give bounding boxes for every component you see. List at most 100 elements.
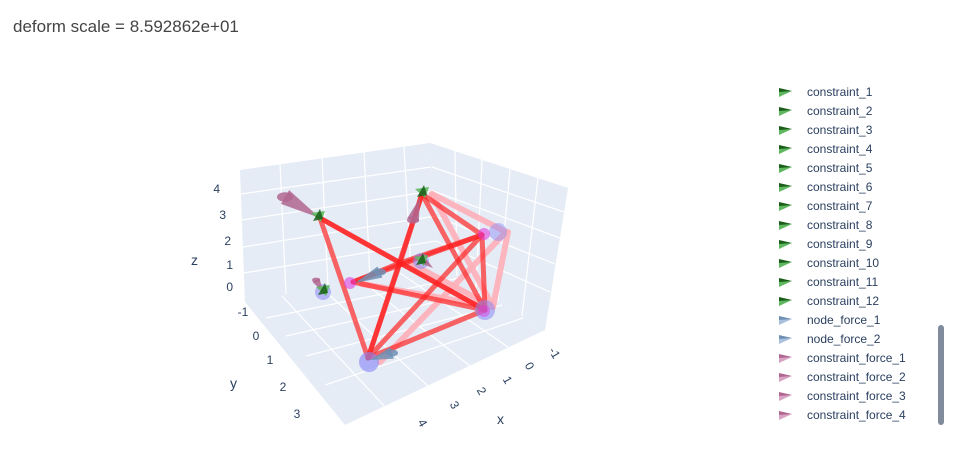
- chart-title: deform scale = 8.592862e+01: [13, 17, 239, 36]
- legend-swatch-icon: [779, 410, 792, 420]
- legend-swatch-icon: [779, 201, 792, 211]
- constraint-force-glyph: [407, 198, 420, 222]
- legend-label: constraint_1: [807, 84, 873, 99]
- legend-item-constraint-7[interactable]: constraint_7: [778, 196, 928, 215]
- legend-item-constraint-1[interactable]: constraint_1: [778, 82, 928, 101]
- z-tick-label: 1: [226, 258, 233, 272]
- z-axis-ticks: 0 1 2 3 4: [213, 182, 233, 294]
- constraint-force-glyph: [277, 192, 293, 202]
- legend-label: constraint_7: [807, 198, 873, 213]
- z-tick-label: 3: [219, 208, 226, 222]
- node-deformed: [344, 277, 356, 289]
- z-tick-label: 4: [213, 182, 220, 196]
- legend-item-constraint-force-4[interactable]: constraint_force_4: [778, 405, 928, 424]
- legend-swatch-icon: [779, 144, 792, 154]
- x-tick-label: 2: [474, 385, 490, 398]
- legend-swatch-icon: [779, 258, 792, 268]
- legend-label: constraint_force_4: [807, 407, 906, 422]
- legend-item-constraint-force-3[interactable]: constraint_force_3: [778, 386, 928, 405]
- original-member: [490, 229, 511, 310]
- deformed-member: [317, 215, 403, 266]
- legend-label: constraint_2: [807, 103, 873, 118]
- legend-swatch-icon: [779, 315, 792, 325]
- node-original: [489, 223, 507, 241]
- node-glyphs: [277, 185, 507, 372]
- legend-label: constraint_4: [807, 141, 873, 156]
- legend-label: constraint_force_2: [807, 369, 906, 384]
- x-tick-label: 4: [415, 417, 431, 430]
- deformed-member: [317, 215, 371, 361]
- z-tick-label: 0: [226, 280, 233, 294]
- legend-label: constraint_9: [807, 236, 873, 251]
- deformed-member: [479, 232, 488, 313]
- constraint-glyph: [416, 253, 426, 265]
- constraint-glyph: [313, 209, 323, 221]
- legend-item-constraint-2[interactable]: constraint_2: [778, 101, 928, 120]
- legend-swatch-icon: [779, 182, 792, 192]
- node-deformed: [478, 305, 490, 317]
- legend-swatch-icon: [779, 296, 792, 306]
- legend-swatch-icon: [779, 87, 792, 97]
- legend-label: constraint_5: [807, 160, 873, 175]
- x-axis-title: x: [497, 411, 504, 427]
- legend-item-constraint-11[interactable]: constraint_11: [778, 272, 928, 291]
- legend-label: constraint_10: [807, 255, 880, 270]
- deformed-member: [365, 260, 403, 361]
- legend-swatch-icon: [779, 372, 792, 382]
- legend-item-constraint-5[interactable]: constraint_5: [778, 158, 928, 177]
- x-tick-label: 3: [447, 399, 463, 412]
- legend-label: constraint_8: [807, 217, 873, 232]
- y-tick-label: 1: [267, 353, 274, 367]
- y-tick-label: 2: [280, 380, 287, 394]
- legend-swatch-icon: [779, 334, 792, 344]
- legend-item-constraint-6[interactable]: constraint_6: [778, 177, 928, 196]
- x-tick-label: -1: [546, 345, 564, 362]
- legend-item-constraint-12[interactable]: constraint_12: [778, 291, 928, 310]
- legend-swatch-icon: [779, 163, 792, 173]
- pane-back-wall: [240, 143, 438, 302]
- legend-swatch-icon: [779, 106, 792, 116]
- constraint-glyph: [417, 185, 427, 197]
- truss-members: [317, 191, 511, 365]
- legend-label: node_force_1: [807, 312, 881, 327]
- x-tick-label: 1: [500, 374, 516, 387]
- original-member: [429, 191, 509, 235]
- y-tick-label: 3: [294, 407, 301, 421]
- legend-item-constraint-9[interactable]: constraint_9: [778, 234, 928, 253]
- y-tick-label: -1: [238, 305, 249, 319]
- y-tick-label: 0: [253, 329, 260, 343]
- legend-label: constraint_force_1: [807, 350, 906, 365]
- legend-scrollbar[interactable]: [938, 325, 944, 425]
- legend-swatch-icon: [779, 353, 792, 363]
- node-force-glyph: [374, 268, 386, 276]
- legend-item-node-force-2[interactable]: node_force_2: [778, 329, 928, 348]
- deformed-member: [419, 191, 485, 238]
- node-deformed: [478, 228, 490, 240]
- legend-item-constraint-force-2[interactable]: constraint_force_2: [778, 367, 928, 386]
- deformed-member: [397, 260, 488, 313]
- legend-label: constraint_3: [807, 122, 873, 137]
- z-tick-label: 2: [224, 234, 231, 248]
- legend-swatch-icon: [779, 239, 792, 249]
- node-force-glyph: [386, 349, 398, 357]
- constraint-glyph: [318, 283, 328, 295]
- legend-label: constraint_6: [807, 179, 873, 194]
- legend-swatch-icon: [779, 277, 792, 287]
- y-axis-title: y: [230, 375, 237, 391]
- legend-item-constraint-3[interactable]: constraint_3: [778, 120, 928, 139]
- legend-item-constraint-force-1[interactable]: constraint_force_1: [778, 348, 928, 367]
- legend-label: constraint_force_3: [807, 388, 906, 403]
- legend-item-constraint-4[interactable]: constraint_4: [778, 139, 928, 158]
- legend-swatch-icon: [779, 391, 792, 401]
- node-original: [359, 352, 379, 372]
- legend-item-node-force-1[interactable]: node_force_1: [778, 310, 928, 329]
- x-tick-label: 0: [522, 360, 538, 373]
- deformed-member: [419, 191, 488, 313]
- legend-item-constraint-8[interactable]: constraint_8: [778, 215, 928, 234]
- legend-swatch-icon: [779, 220, 792, 230]
- z-axis-title: z: [191, 252, 198, 268]
- legend-item-constraint-10[interactable]: constraint_10: [778, 253, 928, 272]
